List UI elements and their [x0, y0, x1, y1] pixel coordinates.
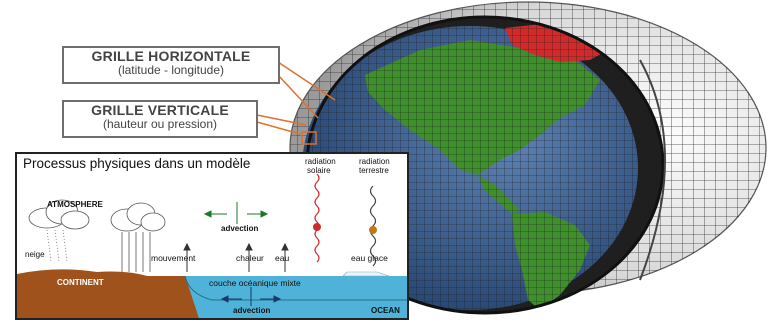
terrestrial-radiation-label-1: radiation — [359, 157, 390, 166]
zoom-marker — [301, 131, 317, 145]
cloud-left — [28, 199, 90, 230]
ocean-water — [185, 276, 407, 318]
inner-earth — [302, 15, 665, 315]
leader-lines — [256, 61, 336, 145]
flux-label-heat: chaleur — [236, 253, 264, 263]
atmosphere-label: ATMOSPHERE — [47, 200, 103, 209]
advection-top-label: advection — [221, 224, 259, 233]
leader-vertical — [256, 114, 307, 126]
cloud-center — [110, 202, 166, 232]
advection-arrows-top — [203, 202, 269, 224]
horizontal-grid-subtitle: (latitude - longitude) — [117, 63, 225, 78]
flux-label-movement: mouvement — [151, 253, 196, 263]
horizontal-grid-label: GRILLE HORIZONTALE (latitude - longitude… — [62, 46, 280, 84]
terrestrial-radiation-dot — [369, 226, 377, 234]
physical-processes-panel: Processus physiques dans un modèle ATMOS… — [15, 152, 409, 320]
rain-fall — [121, 232, 151, 272]
shell-cut-edge — [639, 59, 666, 281]
advection-bottom-label: advection — [233, 306, 271, 315]
mixed-layer-boundary — [184, 275, 407, 301]
mixed-layer-label: couche océanique mixte — [209, 278, 301, 288]
vertical-grid-label: GRILLE VERTICALE (hauteur ou pression) — [62, 100, 258, 138]
solar-radiation-label-1: radiation — [305, 157, 336, 166]
flux-arrows — [183, 242, 289, 272]
vertical-grid-title: GRILLE VERTICALE — [91, 102, 229, 118]
terrestrial-radiation-label-2: terrestre — [359, 166, 389, 175]
ice-label: eau glace — [351, 253, 388, 263]
snow-label: neige — [25, 250, 45, 259]
ocean-label: OCEAN — [371, 306, 400, 315]
solar-radiation-wave — [314, 173, 320, 263]
continent-soil — [17, 269, 199, 318]
flux-label-water: eau — [275, 253, 290, 263]
advection-arrows-bottom — [220, 287, 282, 306]
sea-ice — [342, 271, 390, 277]
leader-horizontal — [277, 61, 336, 101]
solar-radiation-dot — [313, 223, 321, 231]
continent-label: CONTINENT — [57, 278, 104, 287]
vertical-grid-subtitle: (hauteur ou pression) — [102, 117, 218, 132]
horizontal-grid-title: GRILLE HORIZONTALE — [91, 48, 251, 64]
panel-title: Processus physiques dans un modèle — [23, 156, 251, 171]
leader-vertical-2 — [256, 121, 301, 135]
processes-illustration — [17, 173, 407, 318]
leader-horizontal-2 — [277, 74, 319, 119]
solar-radiation-label-2: solaire — [307, 166, 331, 175]
snow-fall — [46, 229, 68, 263]
